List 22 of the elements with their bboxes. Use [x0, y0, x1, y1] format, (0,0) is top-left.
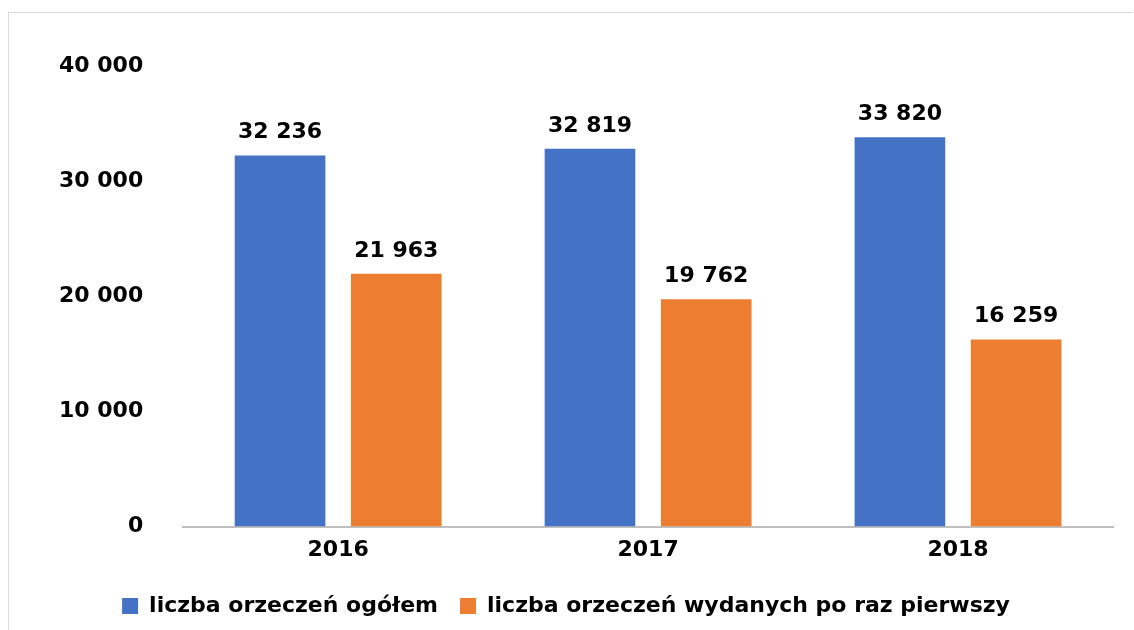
y-tick-label: 30 000 — [58, 167, 144, 193]
x-tick-label: 2017 — [617, 535, 679, 561]
legend-label: liczba orzeczeń ogółem — [149, 591, 439, 617]
data-label: 19 762 — [664, 261, 749, 287]
x-tick-label: 2016 — [307, 535, 369, 561]
bar — [350, 273, 442, 527]
y-tick-label: 0 — [127, 512, 144, 538]
data-label: 16 259 — [974, 302, 1059, 328]
data-label: 32 819 — [547, 111, 633, 137]
data-label: 32 236 — [237, 118, 323, 144]
y-tick-label: 10 000 — [58, 397, 144, 423]
bar — [544, 148, 636, 527]
bar — [970, 339, 1062, 527]
x-tick-label: 2018 — [927, 535, 989, 561]
data-label: 33 820 — [857, 100, 943, 126]
legend-label: liczba orzeczeń wydanych po raz pierwszy — [487, 591, 1010, 617]
data-label: 21 963 — [354, 236, 439, 262]
y-tick-label: 20 000 — [58, 282, 144, 308]
bar — [234, 155, 326, 527]
bar — [854, 137, 946, 527]
bar — [660, 299, 752, 527]
y-tick-label: 40 000 — [58, 51, 144, 77]
